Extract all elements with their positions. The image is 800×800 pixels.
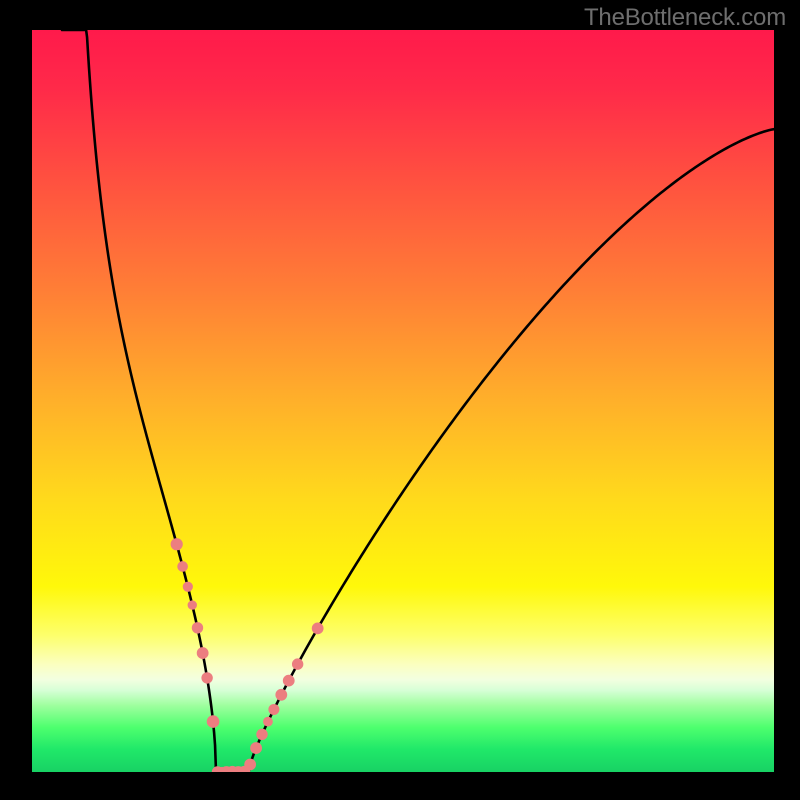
curve-marker: [207, 716, 219, 728]
curve-marker: [245, 759, 256, 770]
curve-marker: [264, 717, 273, 726]
curve-marker: [269, 704, 279, 714]
curve-marker: [251, 743, 262, 754]
curve-marker: [192, 623, 202, 633]
curve-marker: [276, 689, 287, 700]
curve-marker: [197, 648, 208, 659]
curve-marker: [312, 623, 323, 634]
curve-marker: [283, 675, 294, 686]
curve-marker: [202, 673, 212, 683]
curve-marker: [257, 729, 267, 739]
chart-container: TheBottleneck.com: [0, 0, 800, 800]
gradient-background: [32, 30, 774, 772]
curve-marker: [188, 601, 196, 609]
curve-marker: [292, 659, 302, 669]
bottleneck-chart: [32, 30, 774, 772]
curve-marker: [171, 539, 182, 550]
curve-marker: [178, 562, 188, 572]
curve-marker: [183, 582, 192, 591]
watermark-text: TheBottleneck.com: [584, 4, 786, 32]
